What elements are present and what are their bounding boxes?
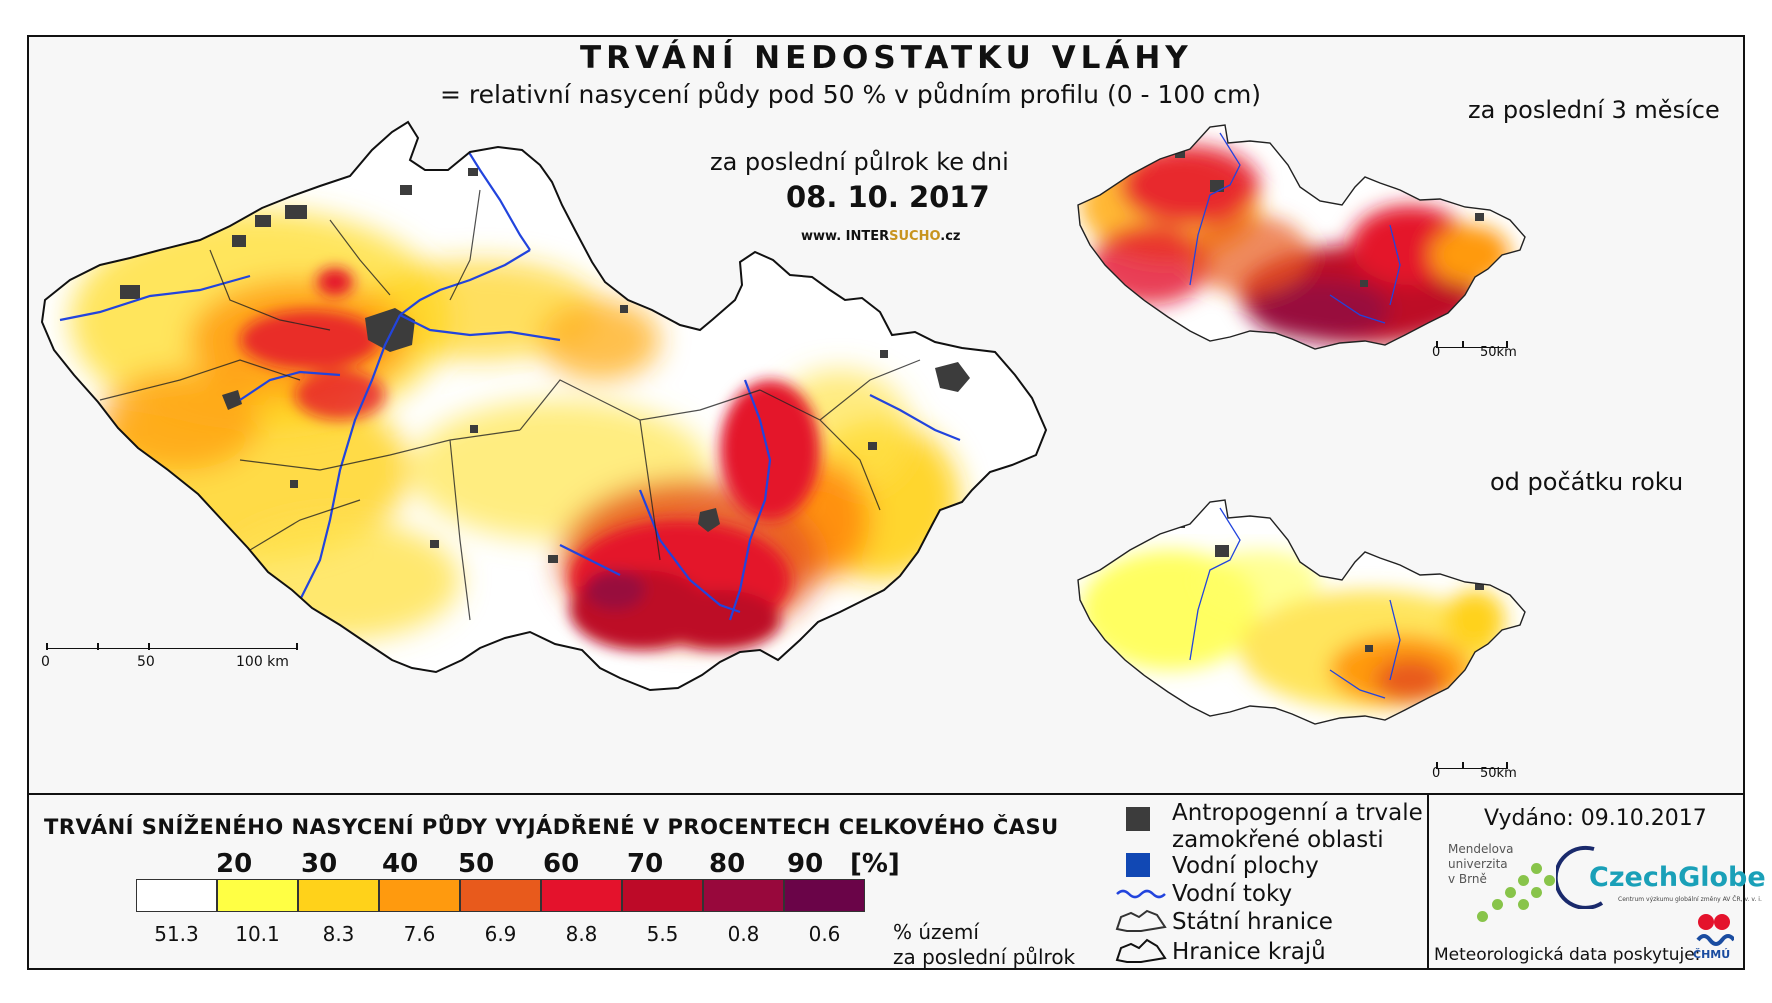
legend-title: TRVÁNÍ SNÍŽENÉHO NASYCENÍ PŮDY VYJÁDŘENÉ… (44, 815, 1059, 839)
inset-title-3-months: za poslední 3 měsíce (1468, 96, 1720, 124)
czechglobe-logo: CzechGlobe (1589, 862, 1766, 893)
key-regional-border: Hranice krajů (1172, 939, 1326, 965)
scale-label: 50km (1480, 345, 1517, 360)
legend-threshold: 50 (458, 849, 495, 879)
main-scale-bar: 0 50 100 km (40, 640, 300, 680)
legend-threshold: 80 (709, 849, 746, 879)
legend-threshold: 20 (216, 849, 253, 879)
legend-threshold: 70 (627, 849, 664, 879)
legend-area-percent: 7.6 (403, 922, 436, 946)
legend-swatch (460, 879, 541, 912)
water-body-swatch (1126, 853, 1150, 877)
scale-label: 0 (41, 654, 50, 670)
credits-divider (1427, 793, 1429, 970)
anthropogenic-swatch (1126, 807, 1150, 831)
legend-threshold: 60 (543, 849, 580, 879)
legend-area-percent: 8.3 (322, 922, 355, 946)
legend-threshold: 90 (787, 849, 824, 879)
legend-area-percent: 0.8 (727, 922, 760, 946)
regional-border-icon (1115, 938, 1167, 963)
chmu-logo-icon (1696, 914, 1734, 946)
inset-scale-bar-year: 0 50km (1428, 762, 1518, 792)
key-water-bodies: Vodní plochy (1172, 853, 1319, 879)
legend-swatch (379, 879, 460, 912)
map-title: TRVÁNÍ NEDOSTATKU VLÁHY (580, 40, 1193, 76)
legend-swatch (136, 879, 217, 912)
legend-swatch (622, 879, 703, 912)
legend-pct-note: % území za poslední půlrok (893, 920, 1076, 969)
czechglobe-logo-icon (1556, 845, 1604, 909)
legend-threshold: 30 (301, 849, 338, 879)
inset-map-3-months (1077, 124, 1526, 350)
issued-date: Vydáno: 09.10.2017 (1484, 806, 1707, 831)
legend-swatch (703, 879, 784, 912)
legend-unit: [%] (850, 849, 900, 879)
czechglobe-subtitle: Centrum výzkumu globální změny AV ČR, v.… (1618, 896, 1762, 903)
main-drought-map (41, 121, 1047, 691)
map-date: 08. 10. 2017 (786, 180, 990, 214)
state-border-icon (1115, 909, 1167, 932)
period-label: za poslední půlrok ke dni (710, 148, 1009, 176)
inset-scale-bar-3-months: 0 50km (1428, 341, 1518, 371)
legend-swatch (217, 879, 298, 912)
scale-label: 100 km (236, 654, 289, 670)
scale-label: 50km (1480, 766, 1517, 781)
scale-label: 0 (1432, 345, 1441, 360)
mendel-university-logo: Mendelova univerzita v Brně (1448, 842, 1514, 886)
scale-label: 50 (137, 654, 155, 670)
legend-swatch (541, 879, 622, 912)
meteo-credit: Meteorologická data poskytuje: (1434, 945, 1701, 965)
inset-title-year: od počátku roku (1490, 468, 1684, 496)
key-state-border: Státní hranice (1172, 909, 1333, 935)
legend-area-percent: 6.9 (484, 922, 517, 946)
legend-area-percent: 51.3 (154, 922, 199, 946)
water-course-icon (1116, 889, 1166, 899)
key-water-courses: Vodní toky (1172, 881, 1293, 907)
legend-area-percent: 5.5 (646, 922, 679, 946)
legend-swatch (298, 879, 379, 912)
legend-area-percent: 0.6 (808, 922, 841, 946)
chmu-logo: ČHMÚ (1693, 948, 1731, 961)
website-link[interactable]: www. INTERSUCHO.cz (801, 229, 961, 244)
scale-label: 0 (1432, 766, 1441, 781)
legend-threshold: 40 (382, 849, 419, 879)
inset-map-year (1077, 499, 1526, 725)
legend-swatch (784, 879, 865, 912)
legend-divider (27, 793, 1745, 795)
map-subtitle: = relativní nasycení půdy pod 50 % v půd… (440, 80, 1262, 109)
legend-area-percent: 10.1 (235, 922, 280, 946)
legend-area-percent: 8.8 (565, 922, 598, 946)
key-anthropogenic: Antropogenní a trvale zamokřené oblasti (1172, 800, 1423, 853)
